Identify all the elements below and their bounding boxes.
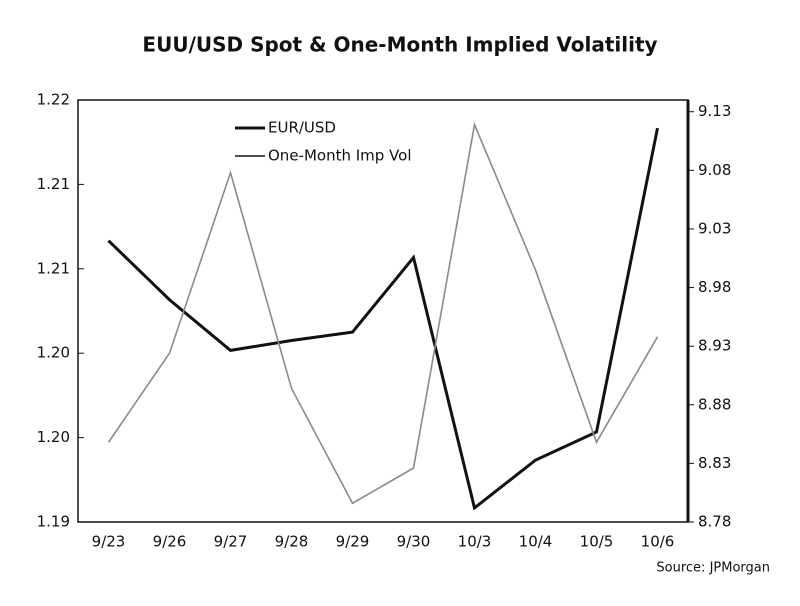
- x-tick-label: 10/3: [458, 533, 492, 551]
- x-tick-label: 9/28: [275, 533, 309, 551]
- y2-tick-label: 8.88: [698, 395, 731, 413]
- y-tick-label: 1.20: [37, 428, 70, 446]
- y2-tick-label: 8.83: [698, 454, 731, 472]
- legend-label: One-Month Imp Vol: [268, 147, 412, 165]
- x-tick-label: 9/23: [92, 533, 126, 551]
- source: Source: JPMorgan: [656, 561, 770, 576]
- series-line: [107, 121, 659, 505]
- chart-title: EUU/USD Spot & One-Month Implied Volatil…: [142, 33, 657, 57]
- y2-tick-label: 9.08: [698, 161, 731, 179]
- y-tick-label: 1.20: [37, 344, 70, 362]
- x-tick-label: 9/30: [397, 533, 431, 551]
- y2-tick-label: 8.98: [698, 278, 731, 296]
- y-tick-label: 1.21: [37, 259, 70, 277]
- y2-tick-label: 8.93: [698, 337, 731, 355]
- y-tick-label: 1.22: [37, 91, 70, 109]
- y2-tick-label: 9.03: [698, 219, 731, 237]
- x-tick-label: 10/4: [519, 533, 553, 551]
- y2-tick-label: 9.13: [698, 102, 731, 120]
- x-tick-label: 9/27: [214, 533, 248, 551]
- legend-label: EUR/USD: [268, 119, 336, 137]
- x-tick-label: 10/6: [641, 533, 675, 551]
- y2-tick-label: 8.78: [698, 513, 731, 531]
- x-tick-label: 10/5: [580, 533, 614, 551]
- series-line: [107, 127, 659, 511]
- x-tick-label: 9/26: [153, 533, 187, 551]
- y-tick-label: 1.21: [37, 175, 70, 193]
- x-tick-label: 9/29: [336, 533, 370, 551]
- y-tick-label: 1.19: [37, 513, 70, 531]
